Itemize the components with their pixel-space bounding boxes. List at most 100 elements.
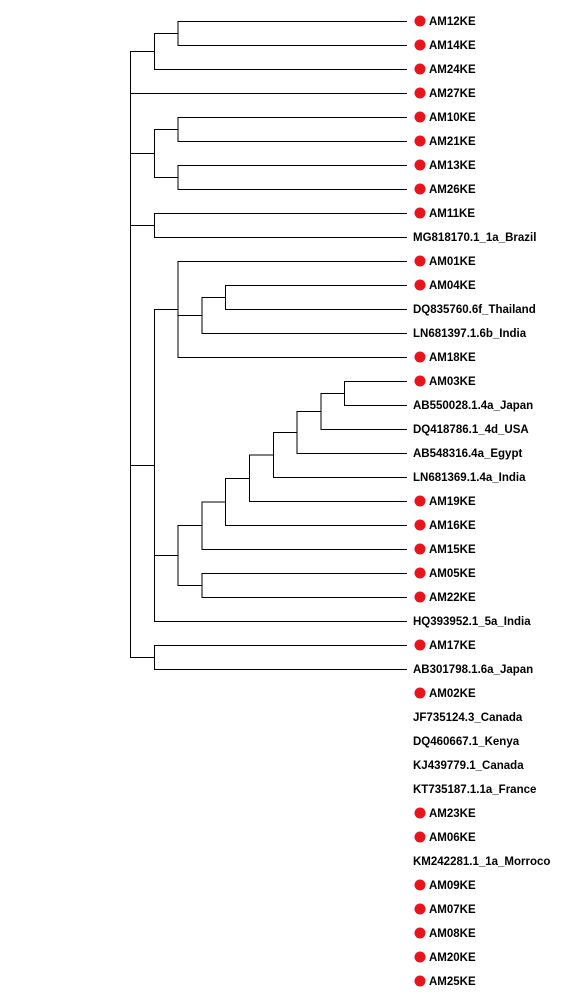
sample-marker-icon xyxy=(414,927,426,939)
leaf-label: AM17KE xyxy=(429,640,476,652)
sample-marker-icon xyxy=(414,543,426,555)
sample-marker-icon xyxy=(414,15,426,27)
tree-branches xyxy=(130,21,407,670)
tree-leaf: AB548316.4a_Egypt xyxy=(413,448,522,460)
sample-marker-icon xyxy=(414,567,426,579)
tree-leaf: AM23KE xyxy=(414,807,476,820)
leaf-label: LN681369.1.4a_India xyxy=(413,472,526,484)
leaf-label: AM03KE xyxy=(429,376,476,388)
leaf-label: AM09KE xyxy=(429,880,476,892)
tree-leaf: AM17KE xyxy=(414,639,476,652)
leaf-label: AM15KE xyxy=(429,544,476,556)
leaf-label: AM05KE xyxy=(429,568,476,580)
sample-marker-icon xyxy=(414,807,426,819)
tree-leaf: DQ418786.1_4d_USA xyxy=(413,424,529,436)
tree-leaf: AM01KE xyxy=(414,255,476,268)
leaf-label: AM06KE xyxy=(429,832,476,844)
tree-leaf: AM08KE xyxy=(414,927,476,940)
leaf-label: AM23KE xyxy=(429,808,476,820)
leaf-label: AM07KE xyxy=(429,904,476,916)
sample-marker-icon xyxy=(414,111,426,123)
sample-marker-icon xyxy=(414,687,426,699)
tree-leaf: AM14KE xyxy=(414,39,476,52)
leaf-label: JF735124.3_Canada xyxy=(413,712,523,724)
tree-leaf: AM05KE xyxy=(414,567,476,580)
sample-marker-icon xyxy=(414,207,426,219)
leaf-label: AM04KE xyxy=(429,280,476,292)
tree-leaf: AM19KE xyxy=(414,495,476,508)
tree-leaf: AM10KE xyxy=(414,111,476,124)
tree-leaf: AM21KE xyxy=(414,135,476,148)
leaf-label: AM20KE xyxy=(429,952,476,964)
leaf-label: AM10KE xyxy=(429,112,476,124)
sample-marker-icon xyxy=(414,375,426,387)
leaf-label: AB548316.4a_Egypt xyxy=(413,448,522,460)
sample-marker-icon xyxy=(414,975,426,987)
leaf-label: DQ460667.1_Kenya xyxy=(413,736,520,748)
tree-leaf: AM02KE xyxy=(414,687,476,700)
sample-marker-icon xyxy=(414,135,426,147)
leaf-label: AM27KE xyxy=(429,88,476,100)
leaf-label: AM18KE xyxy=(429,352,476,364)
leaf-label: AM22KE xyxy=(429,592,476,604)
tree-leaf: AM09KE xyxy=(414,879,476,892)
leaf-label: AM01KE xyxy=(429,256,476,268)
tree-leaf: AM27KE xyxy=(414,87,476,100)
tree-leaf: AM24KE xyxy=(414,63,476,76)
tree-leaf: MG818170.1_1a_Brazil xyxy=(413,232,536,244)
sample-marker-icon xyxy=(414,87,426,99)
sample-marker-icon xyxy=(414,255,426,267)
tree-leaf: DQ460667.1_Kenya xyxy=(413,736,520,748)
leaf-label: AM02KE xyxy=(429,688,476,700)
tree-leaf: KM242281.1_1a_Morroco xyxy=(413,856,550,868)
tree-leaf: AM15KE xyxy=(414,543,476,556)
leaf-label: AM16KE xyxy=(429,520,476,532)
tree-leaf: AM06KE xyxy=(414,831,476,844)
sample-marker-icon xyxy=(414,879,426,891)
sample-marker-icon xyxy=(414,39,426,51)
tree-leaf: AM03KE xyxy=(414,375,476,388)
tree-leaf: AB301798.1.6a_Japan xyxy=(413,664,533,676)
sample-marker-icon xyxy=(414,831,426,843)
leaf-label: DQ835760.6f_Thailand xyxy=(413,304,536,316)
sample-marker-icon xyxy=(414,639,426,651)
sample-marker-icon xyxy=(414,519,426,531)
leaf-label: AM12KE xyxy=(429,16,476,28)
leaf-label: AM24KE xyxy=(429,64,476,76)
tree-tips: AM12KE AM14KE AM24KE AM27KE AM10KE AM21KE AM13… xyxy=(413,15,550,988)
sample-marker-icon xyxy=(414,279,426,291)
tree-leaf: LN681397.1.6b_India xyxy=(413,328,527,340)
leaf-label: AB301798.1.6a_Japan xyxy=(413,664,533,676)
tree-leaf: AM11KE xyxy=(414,207,475,220)
tree-leaf: AB550028.1.4a_Japan xyxy=(413,400,533,412)
tree-leaf: LN681369.1.4a_India xyxy=(413,472,526,484)
leaf-label: DQ418786.1_4d_USA xyxy=(413,424,529,436)
tree-leaf: AM16KE xyxy=(414,519,476,532)
leaf-label: AM11KE xyxy=(429,208,475,220)
tree-leaf: HQ393952.1_5a_India xyxy=(413,616,531,628)
sample-marker-icon xyxy=(414,351,426,363)
leaf-label: AM26KE xyxy=(429,184,476,196)
tree-leaf: AM20KE xyxy=(414,951,476,964)
leaf-label: LN681397.1.6b_India xyxy=(413,328,527,340)
sample-marker-icon xyxy=(414,183,426,195)
leaf-label: AM08KE xyxy=(429,928,476,940)
leaf-label: AB550028.1.4a_Japan xyxy=(413,400,533,412)
sample-marker-icon xyxy=(414,63,426,75)
sample-marker-icon xyxy=(414,495,426,507)
leaf-label: AM19KE xyxy=(429,496,476,508)
sample-marker-icon xyxy=(414,903,426,915)
tree-leaf: KT735187.1.1a_France xyxy=(413,784,536,796)
tree-leaf: AM12KE xyxy=(414,15,476,28)
tree-leaf: JF735124.3_Canada xyxy=(413,712,523,724)
tree-leaf: AM07KE xyxy=(414,903,476,916)
tree-leaf: AM25KE xyxy=(414,975,476,988)
sample-marker-icon xyxy=(414,591,426,603)
tree-leaf: AM26KE xyxy=(414,183,476,196)
leaf-label: AM21KE xyxy=(429,136,476,148)
tree-leaf: AM04KE xyxy=(414,279,476,292)
sample-marker-icon xyxy=(414,159,426,171)
tree-leaf: AM22KE xyxy=(414,591,476,604)
sample-marker-icon xyxy=(414,951,426,963)
tree-leaf: AM18KE xyxy=(414,351,476,364)
